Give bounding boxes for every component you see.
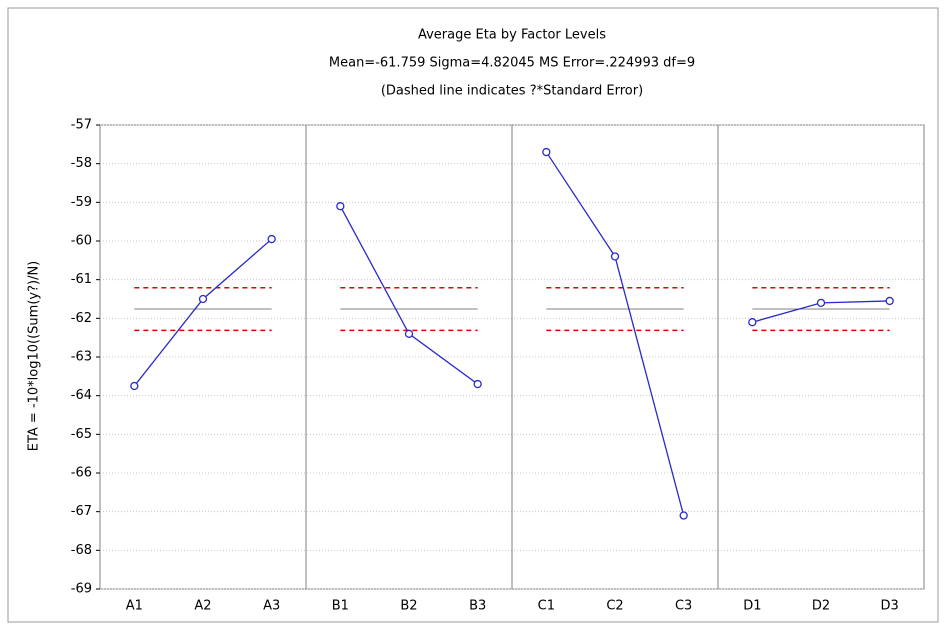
- point: [404, 329, 414, 338]
- y-tick-label: -67: [71, 504, 92, 519]
- x-tick-label: B1: [332, 599, 349, 614]
- x-tick-label: C1: [538, 599, 555, 614]
- y-tick-label: -64: [71, 388, 92, 403]
- point: [336, 202, 345, 211]
- point: [267, 234, 276, 244]
- x-tick-label: C3: [675, 599, 692, 614]
- y-tick-label: -60: [71, 234, 92, 249]
- y-tick-label: -66: [71, 466, 92, 481]
- x-tick-label: D2: [812, 599, 830, 614]
- y-tick-label: -61: [71, 272, 92, 287]
- chart-title: Average Eta by Factor Levels: [418, 28, 606, 43]
- point: [198, 294, 208, 304]
- y-tick-label: -68: [71, 543, 92, 558]
- y-tick-label: -65: [71, 427, 92, 442]
- x-tick-label: D3: [881, 599, 899, 614]
- x-tick-label: B2: [400, 599, 417, 614]
- x-tick-label: A3: [263, 599, 280, 614]
- x-tick-label: C2: [606, 599, 623, 614]
- chart-subtitle: Mean=-61.759 Sigma=4.82045 MS Error=.224…: [329, 56, 695, 71]
- y-axis-label: ETA = -10*log10((Sum(y?)/N): [27, 261, 42, 452]
- point: [679, 511, 688, 520]
- x-tick-label: A1: [126, 599, 143, 614]
- y-tick-label: -62: [71, 311, 92, 326]
- point: [885, 296, 894, 306]
- x-tick-label: D1: [743, 599, 761, 614]
- x-tick-label: B3: [469, 599, 486, 614]
- point: [130, 381, 139, 391]
- y-tick-label: -57: [71, 118, 92, 133]
- chart-note: (Dashed line indicates ?*Standard Error): [381, 84, 643, 99]
- y-tick-label: -69: [71, 582, 92, 597]
- point: [473, 379, 482, 389]
- y-tick-label: -58: [71, 156, 92, 171]
- y-tick-label: -59: [71, 195, 92, 210]
- y-tick-label: -63: [71, 350, 92, 365]
- x-tick-label: A2: [194, 599, 211, 614]
- point: [748, 318, 757, 327]
- point: [610, 252, 620, 261]
- point: [542, 147, 551, 157]
- point: [816, 298, 826, 308]
